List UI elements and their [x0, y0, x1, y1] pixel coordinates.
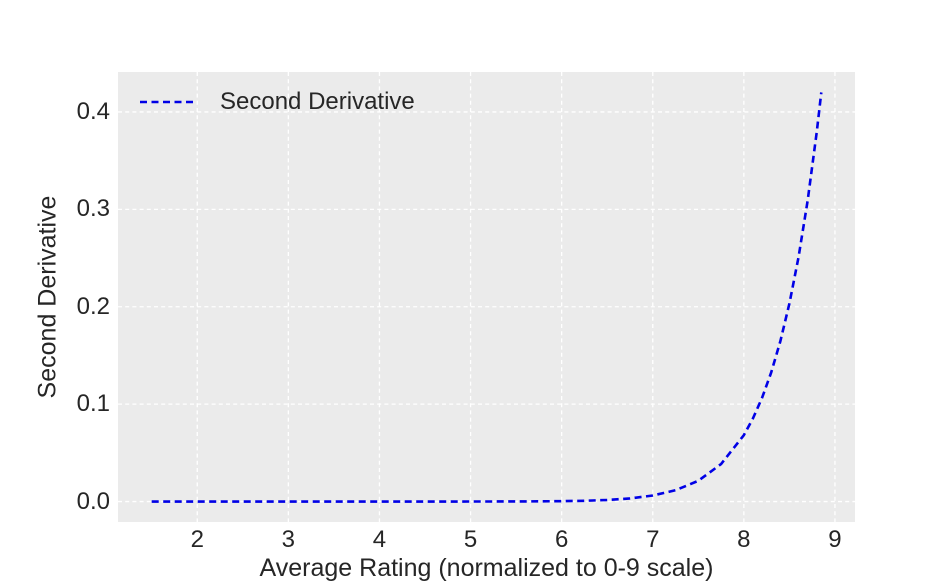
x-tick-label: 3: [281, 526, 296, 553]
x-tick-label: 9: [828, 526, 842, 553]
second-derivative-curve: [151, 92, 823, 503]
x-tick-label: 4: [372, 526, 387, 553]
x-tick-label: 5: [463, 526, 478, 553]
x-tick-label: 6: [554, 526, 569, 553]
y-tick-label: 0.1: [76, 390, 110, 418]
y-tick-label: 0.3: [76, 195, 110, 223]
y-tick-label: 0.0: [76, 487, 110, 515]
plot-area: Second Derivative: [118, 72, 855, 522]
x-tick-label: 2: [190, 526, 204, 553]
y-tick-label: 0.4: [76, 97, 110, 125]
x-tick-label: 7: [646, 526, 660, 553]
x-axis-label: Average Rating (normalized to 0-9 scale): [259, 554, 714, 582]
gridlines: [118, 72, 855, 522]
x-tick-label: 8: [737, 526, 751, 553]
plot-svg: [118, 72, 855, 522]
y-tick-label: 0.2: [76, 292, 110, 320]
